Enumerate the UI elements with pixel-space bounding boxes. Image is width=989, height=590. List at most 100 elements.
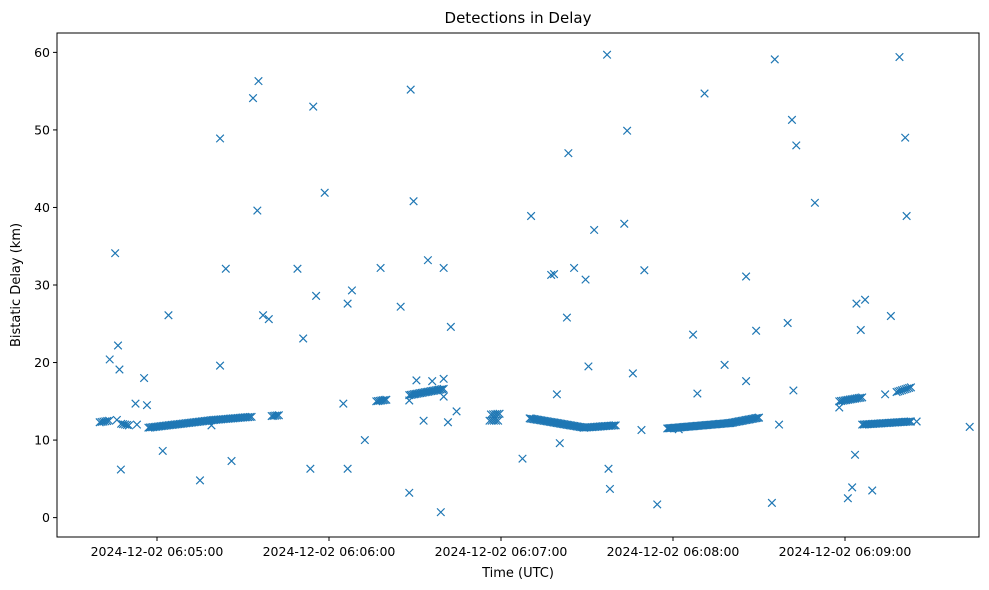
data-point-349 [419,416,428,425]
data-point-329 [258,311,268,320]
data-point-343 [396,302,405,311]
data-point-380 [674,424,683,434]
data-point-120 [493,409,502,419]
data-point-354 [439,392,448,401]
data-point-344 [405,396,414,405]
data-point-393 [789,386,798,395]
data-point-346 [406,85,415,94]
y-tick-label: 20 [34,355,50,370]
y-tick-label: 60 [34,45,50,60]
y-tick-label: 30 [34,278,50,293]
x-tick-label: 2024-12-02 06:05:00 [91,544,224,559]
data-point-317 [132,420,142,429]
y-axis: 0 10 20 30 40 50 60 [34,45,57,525]
data-point-359 [518,454,527,463]
data-point-322 [215,361,225,370]
data-point-399 [850,450,860,460]
data-point-251 [753,413,762,423]
data-point-350 [423,255,433,265]
data-point-264 [854,393,863,403]
data-point-4 [103,416,112,426]
chart-title: Detections in Delay [445,9,592,27]
data-point-389 [770,55,779,64]
x-tick-label: 2024-12-02 06:07:00 [435,544,568,559]
data-point-314 [131,399,140,408]
data-point-406 [895,52,904,62]
data-point-408 [902,211,911,221]
data-point-355 [443,418,453,427]
data-point-409 [912,417,921,426]
data-point-371 [602,50,612,59]
data-point-375 [622,126,632,135]
x-tick-label: 2024-12-02 06:08:00 [607,544,740,559]
data-point-80 [272,411,282,420]
data-point-348 [412,376,421,385]
data-point-396 [835,403,844,412]
y-tick-label: 40 [34,200,50,215]
data-point-342 [376,263,385,273]
data-point-110 [437,384,447,394]
data-point-368 [581,275,590,284]
data-point-410 [965,422,974,432]
data-point-369 [584,362,593,371]
data-point-310 [113,341,123,350]
data-point-353 [439,374,448,384]
data-point-111 [439,384,448,394]
data-point-330 [264,314,274,324]
data-points [95,50,974,517]
data-point-352 [439,263,448,273]
data-point-335 [311,291,321,301]
data-point-275 [906,383,916,392]
data-point-397 [843,494,853,503]
data-point-265 [856,393,865,402]
data-point-331 [293,264,302,273]
data-point-75 [245,412,255,422]
data-point-401 [856,325,865,335]
data-point-311 [115,365,124,374]
data-point-373 [605,484,615,494]
data-point-366 [564,148,573,158]
data-point-10 [124,421,134,430]
data-point-316 [142,400,152,410]
data-point-320 [195,476,205,485]
y-tick-label: 0 [42,510,50,525]
data-point-181 [611,421,620,430]
y-tick-label: 50 [34,122,50,137]
data-point-339 [343,464,352,473]
data-point-338 [343,299,352,308]
data-point-309 [110,248,120,258]
data-point-402 [860,295,870,304]
data-point-332 [298,334,308,343]
data-point-367 [569,263,579,273]
plot-area [57,33,979,537]
y-axis-label: Bistatic Delay (km) [9,223,24,347]
data-point-400 [852,299,861,308]
data-point-351 [427,376,437,386]
data-point-405 [886,311,896,321]
data-point-313 [112,415,122,425]
data-point-327 [254,76,263,86]
data-point-266 [857,393,867,402]
data-point-321 [215,134,225,143]
data-point-274 [904,383,914,393]
data-point-403 [868,486,877,495]
data-point-86 [378,396,388,405]
data-point-326 [248,93,258,103]
data-point-74 [243,412,253,422]
data-point-76 [247,412,256,422]
data-point-9 [122,420,132,430]
data-point-379 [653,500,662,509]
data-point-324 [227,456,236,466]
data-point-347 [409,197,418,206]
data-point-312 [116,465,126,474]
data-point-374 [620,219,629,228]
data-point-250 [751,413,761,423]
data-point-121 [495,409,504,418]
data-point-372 [604,464,613,473]
x-tick-label: 2024-12-02 06:06:00 [263,544,396,559]
plot-frame [56,32,980,538]
data-point-81 [274,411,284,420]
x-tick-label: 2024-12-02 06:09:00 [779,544,912,559]
data-point-308 [105,355,114,364]
data-point-357 [436,507,446,517]
